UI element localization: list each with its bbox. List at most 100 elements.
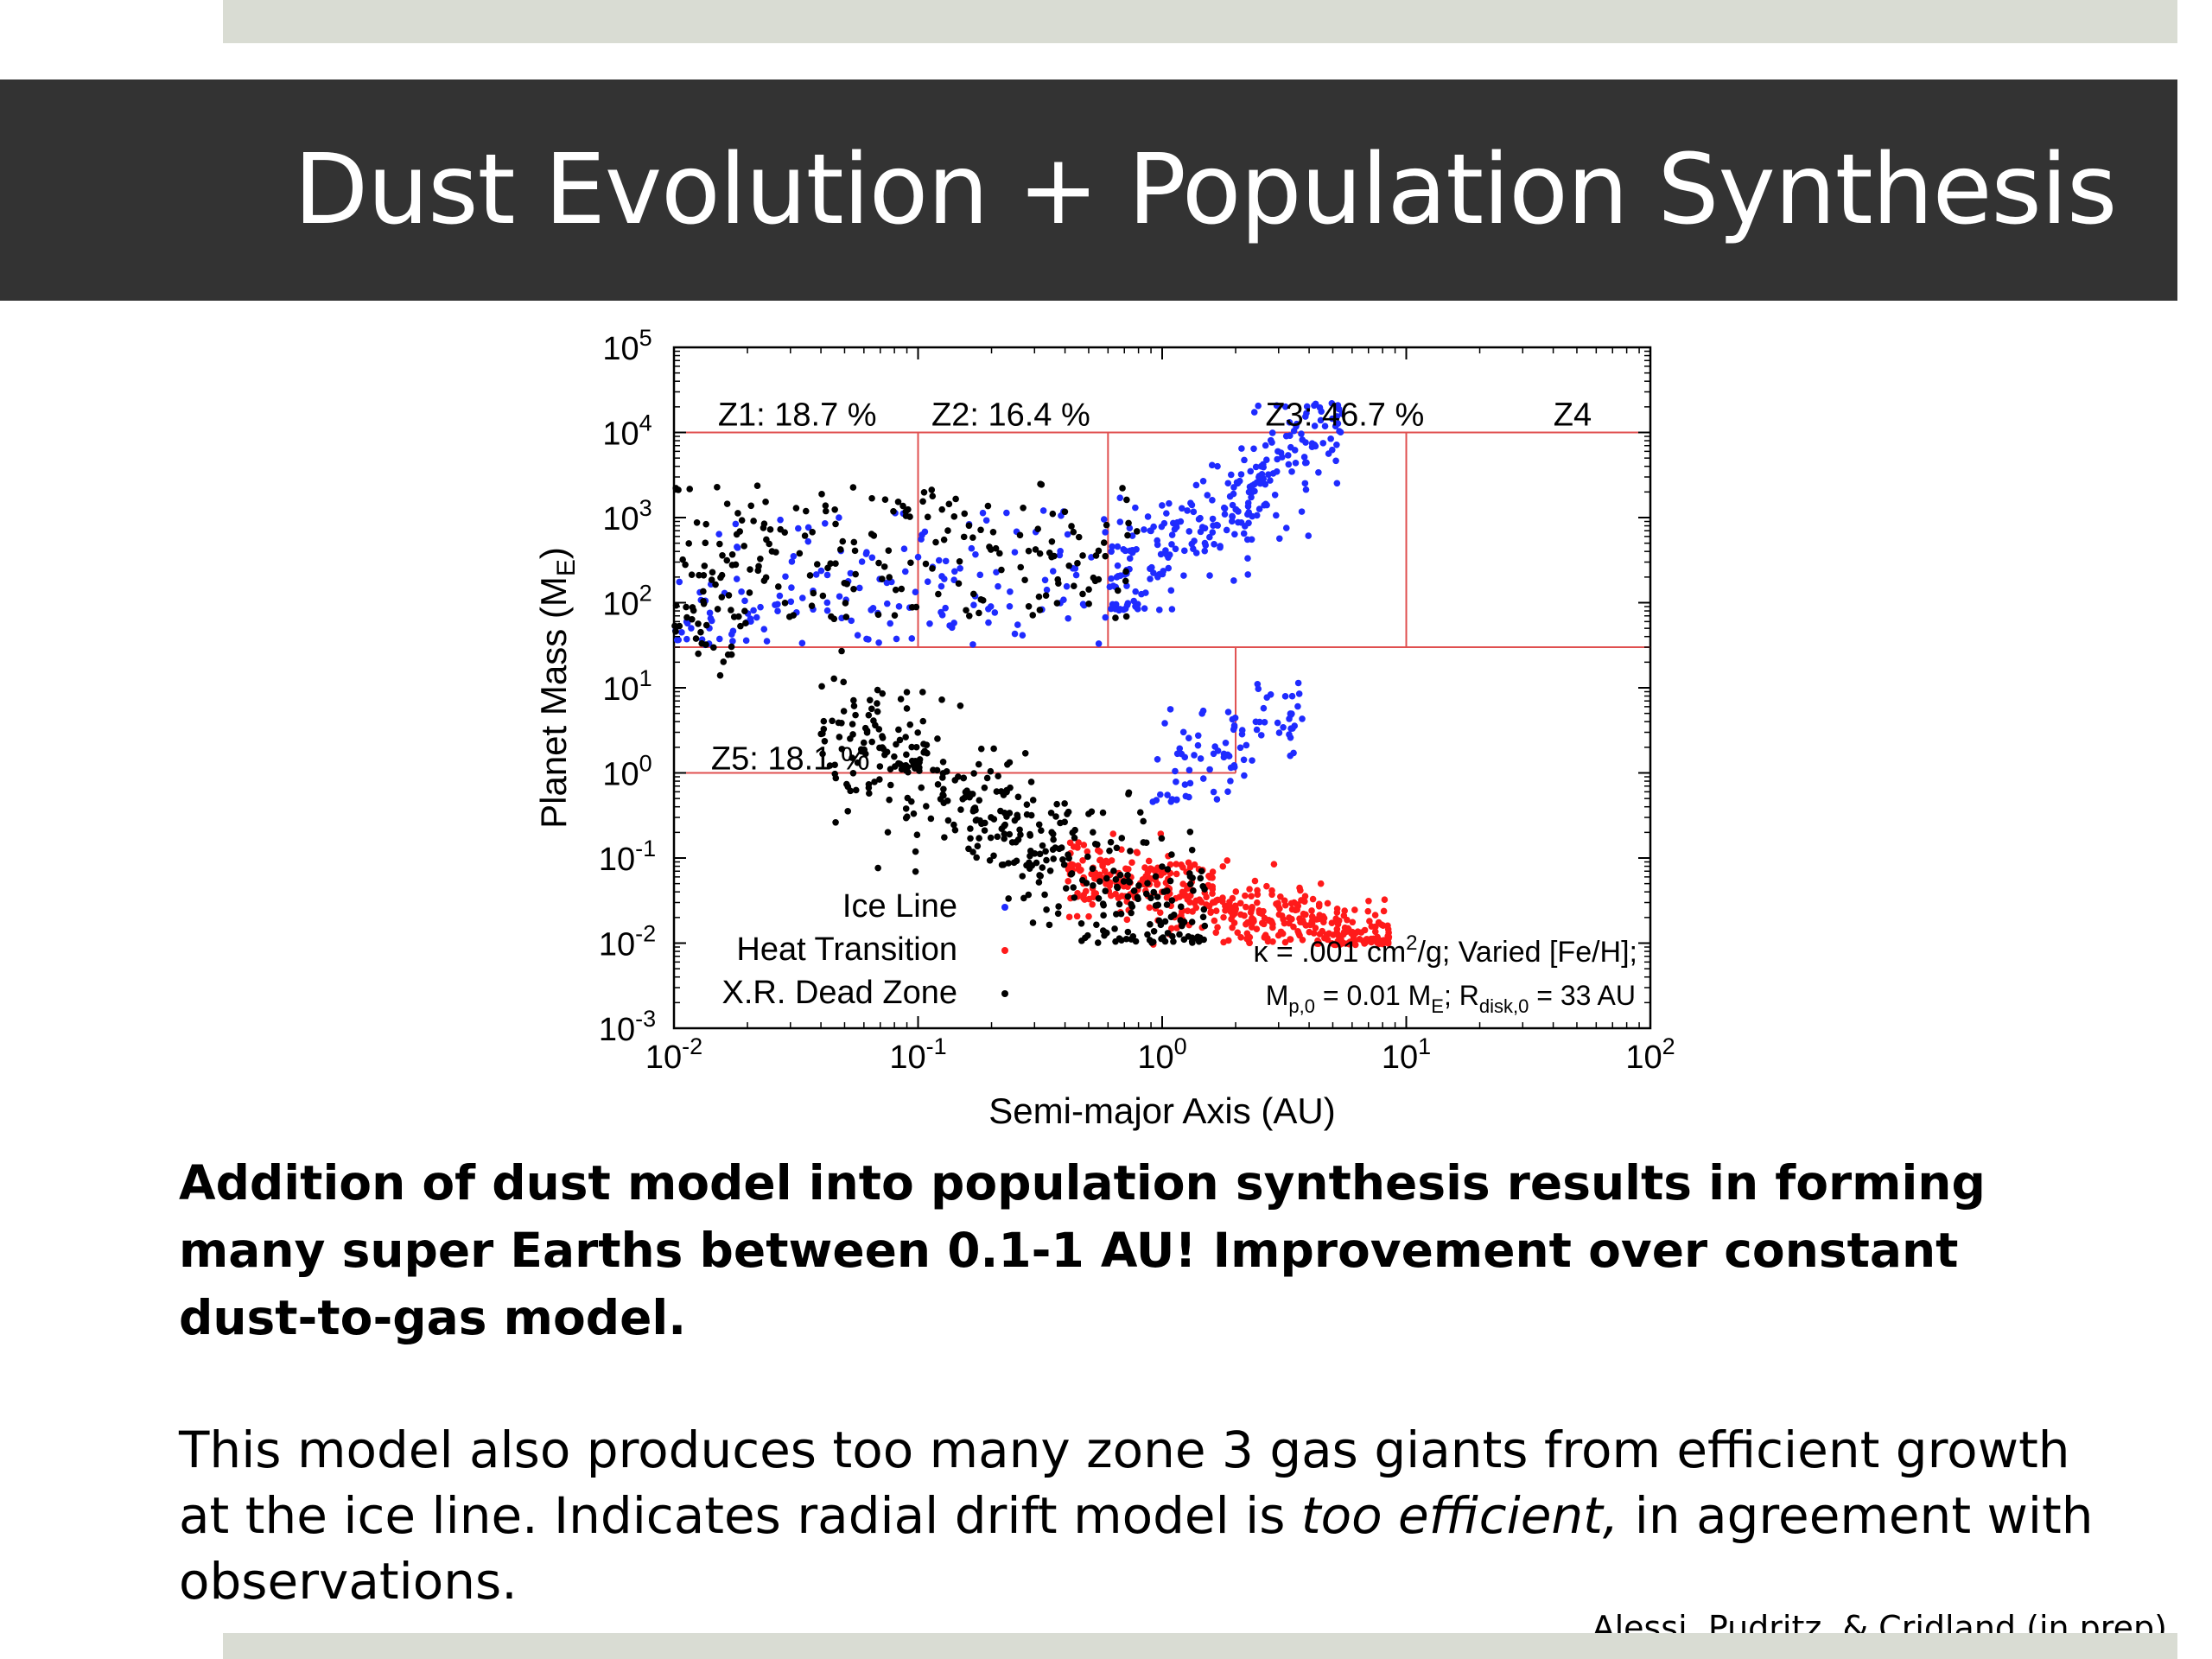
data-point (738, 588, 745, 595)
data-point (801, 532, 809, 539)
data-point (965, 522, 973, 530)
data-point (1317, 416, 1325, 424)
data-point (1303, 459, 1310, 467)
data-point (1020, 894, 1027, 902)
data-point (1006, 602, 1014, 610)
data-point (698, 639, 705, 647)
data-point (1381, 896, 1389, 903)
data-point (1319, 918, 1327, 925)
data-point (1032, 546, 1039, 553)
data-point (908, 635, 916, 642)
data-point (1122, 613, 1130, 620)
data-point (1102, 613, 1109, 621)
data-point (810, 589, 817, 597)
data-point (1242, 892, 1249, 899)
data-point (1061, 800, 1068, 807)
y-tick-label: 10-3 (599, 1006, 656, 1048)
data-point (893, 635, 900, 643)
data-point (1110, 868, 1117, 874)
data-point (952, 495, 959, 503)
data-point (1237, 471, 1245, 478)
data-point (994, 833, 1001, 841)
data-point (1181, 891, 1189, 899)
data-point (1001, 835, 1007, 842)
data-point (908, 743, 915, 751)
data-point (1039, 507, 1047, 514)
data-point (696, 571, 702, 579)
title-bar (0, 79, 2177, 301)
data-point (871, 779, 878, 785)
data-point (1127, 848, 1134, 855)
data-point (1254, 891, 1262, 899)
data-point (1190, 887, 1197, 894)
data-point (750, 518, 757, 524)
data-point (1341, 924, 1349, 931)
data-point (1227, 778, 1234, 785)
data-point (1155, 917, 1163, 925)
data-point (1230, 484, 1237, 491)
data-point (1048, 537, 1056, 545)
data-point (1164, 930, 1172, 937)
data-point (832, 520, 839, 528)
data-point (788, 584, 795, 591)
data-point (1231, 715, 1239, 721)
y-axis-label: Planet Mass (ME) (533, 547, 581, 829)
data-point (938, 505, 946, 513)
data-point (1038, 827, 1045, 834)
data-point (788, 558, 796, 565)
data-point (977, 526, 984, 534)
data-point (1085, 601, 1092, 607)
data-point (918, 536, 925, 543)
data-point (939, 758, 947, 766)
data-point (1010, 859, 1018, 867)
data-point (895, 603, 903, 610)
data-point (683, 635, 690, 643)
data-point (1275, 535, 1283, 543)
data-point (1186, 828, 1194, 836)
data-point (1371, 912, 1379, 918)
data-point (1026, 859, 1033, 867)
data-point (796, 550, 804, 557)
data-point (902, 508, 910, 515)
data-point (1327, 435, 1334, 442)
data-point (1011, 630, 1019, 638)
data-point (746, 589, 753, 596)
data-point (1096, 856, 1103, 864)
data-point (1302, 486, 1310, 493)
data-point (1158, 835, 1166, 842)
data-point (1257, 732, 1265, 739)
data-points (671, 399, 1393, 949)
data-point (836, 593, 843, 601)
data-point (1154, 901, 1162, 909)
data-point (795, 524, 802, 532)
data-point (695, 650, 702, 658)
data-point (1070, 528, 1077, 536)
data-point (1287, 752, 1294, 760)
data-point (831, 761, 838, 769)
data-point (1052, 813, 1059, 820)
data-point (868, 607, 874, 613)
data-point (1085, 810, 1092, 817)
data-point (1281, 938, 1289, 946)
data-point (1019, 632, 1027, 639)
data-point (1298, 430, 1305, 437)
data-point (1333, 441, 1340, 448)
x-tick-label: 102 (1625, 1033, 1675, 1076)
data-point (935, 590, 942, 598)
data-point (1123, 496, 1130, 504)
data-point (1230, 726, 1237, 734)
data-point (1226, 493, 1234, 500)
data-point (1298, 508, 1306, 515)
data-point (1214, 924, 1221, 931)
data-point (1333, 939, 1341, 947)
data-point (1236, 744, 1244, 752)
data-point (798, 639, 806, 647)
data-point (1212, 929, 1220, 937)
data-point (850, 702, 858, 709)
data-point (979, 597, 987, 604)
data-point (1141, 864, 1148, 871)
data-point (774, 583, 782, 590)
data-point (1223, 526, 1230, 534)
data-point (1186, 779, 1194, 787)
data-point (830, 615, 838, 623)
